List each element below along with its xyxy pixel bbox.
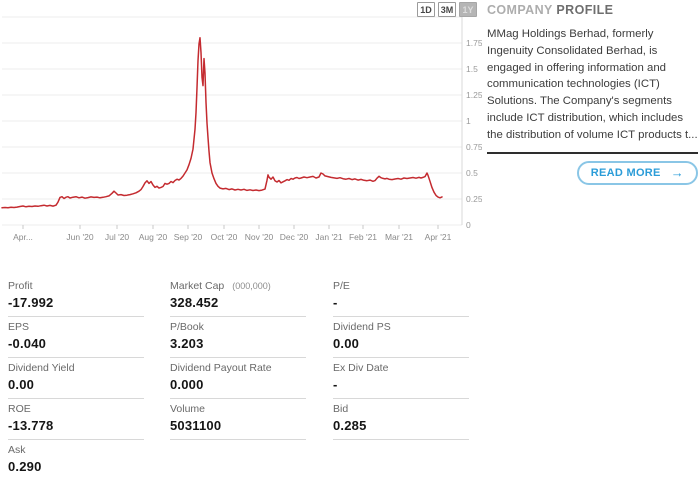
svg-text:Aug '20: Aug '20 bbox=[139, 232, 168, 242]
metric-ex-div-date: Ex Div Date - bbox=[333, 362, 493, 399]
svg-text:0: 0 bbox=[466, 220, 471, 230]
metric-ask: Ask 0.290 bbox=[8, 444, 168, 480]
company-profile-title: COMPANY PROFILE bbox=[487, 3, 698, 17]
metric-label: Dividend PS bbox=[333, 321, 391, 333]
metric-divider bbox=[8, 316, 144, 317]
svg-text:1.25: 1.25 bbox=[466, 90, 482, 100]
read-more-row: READ MORE → bbox=[487, 161, 698, 186]
metric-label: Market Cap (000,000) bbox=[170, 280, 271, 292]
svg-text:1: 1 bbox=[466, 116, 471, 126]
period-button-3m[interactable]: 3M bbox=[438, 2, 456, 17]
metric-value: -0.040 bbox=[8, 336, 47, 351]
metric-value: - bbox=[333, 377, 338, 392]
svg-text:1.5: 1.5 bbox=[466, 64, 478, 74]
metric-label: EPS bbox=[8, 321, 30, 333]
company-profile-text: MMag Holdings Berhad, formerly Ingenuity… bbox=[487, 28, 698, 141]
metric-eps: EPS -0.040 bbox=[8, 321, 168, 358]
read-more-button[interactable]: READ MORE → bbox=[576, 161, 698, 186]
metric-label: Ask bbox=[8, 444, 26, 456]
metric-divider bbox=[8, 398, 144, 399]
metric-divider bbox=[333, 316, 469, 317]
arrow-right-icon: → bbox=[670, 165, 684, 181]
price-chart[interactable]: 0 0.25 0.5 0.75 1 1.25 1.5 1.75 Apr... Jun '20 Jul… bbox=[0, 0, 482, 252]
metric-volume: Volume 5031100 bbox=[170, 403, 330, 440]
metric-value: -17.992 bbox=[8, 295, 54, 310]
svg-text:Apr...: Apr... bbox=[13, 232, 33, 242]
metric-value: 0.00 bbox=[8, 377, 35, 392]
svg-text:Apr '21: Apr '21 bbox=[425, 232, 452, 242]
metric-label: Dividend Yield bbox=[8, 362, 75, 374]
metric-value: 328.452 bbox=[170, 295, 219, 310]
company-profile-panel: COMPANY PROFILE MMag Holdings Berhad, fo… bbox=[487, 3, 698, 186]
metric-bid: Bid 0.285 bbox=[333, 403, 493, 440]
company-profile-title-bold: PROFILE bbox=[556, 3, 614, 17]
metric-divider bbox=[170, 316, 306, 317]
metric-divider bbox=[170, 439, 306, 440]
metric-divider bbox=[333, 439, 469, 440]
svg-text:Jun '20: Jun '20 bbox=[66, 232, 93, 242]
metric-divider bbox=[8, 357, 144, 358]
price-chart-panel: 1D 3M 1Y 0 0.25 0.5 0.75 1 1.25 1.5 1.75 Apr... Jun… bbox=[0, 0, 482, 252]
svg-text:Mar '21: Mar '21 bbox=[385, 232, 413, 242]
period-selector: 1D 3M 1Y bbox=[417, 2, 477, 17]
metric-dividend-payout-rate: Dividend Payout Rate 0.000 bbox=[170, 362, 330, 399]
svg-text:Sep '20: Sep '20 bbox=[174, 232, 203, 242]
metric-dividend-yield: Dividend Yield 0.00 bbox=[8, 362, 168, 399]
metric-dividend-ps: Dividend PS 0.00 bbox=[333, 321, 493, 358]
svg-text:Feb '21: Feb '21 bbox=[349, 232, 377, 242]
metric-value: 3.203 bbox=[170, 336, 204, 351]
metric-label: Ex Div Date bbox=[333, 362, 389, 374]
metric-value: 0.000 bbox=[170, 377, 204, 392]
read-more-label: READ MORE bbox=[590, 166, 661, 179]
metric-roe: ROE -13.778 bbox=[8, 403, 168, 440]
financial-metrics-grid: Profit -17.992 Market Cap (000,000) 328.452 P… bbox=[8, 280, 470, 480]
metric-label: P/E bbox=[333, 280, 350, 292]
metric-market-cap: Market Cap (000,000) 328.452 bbox=[170, 280, 330, 317]
metric-profit: Profit -17.992 bbox=[8, 280, 168, 317]
metric-divider bbox=[333, 398, 469, 399]
metric-label: Profit bbox=[8, 280, 33, 292]
metric-label: Volume bbox=[170, 403, 206, 415]
metric-value: 0.00 bbox=[333, 336, 360, 351]
period-button-1y[interactable]: 1Y bbox=[459, 2, 477, 17]
svg-text:0.25: 0.25 bbox=[466, 194, 482, 204]
profile-divider bbox=[487, 152, 698, 155]
metric-value: -13.778 bbox=[8, 418, 54, 433]
svg-text:Jan '21: Jan '21 bbox=[315, 232, 342, 242]
svg-text:Jul '20: Jul '20 bbox=[105, 232, 130, 242]
svg-text:0.5: 0.5 bbox=[466, 168, 478, 178]
metric-divider bbox=[333, 357, 469, 358]
metric-value: 0.290 bbox=[8, 459, 42, 474]
svg-text:Oct '20: Oct '20 bbox=[211, 232, 238, 242]
metric-value: 5031100 bbox=[170, 418, 222, 433]
metric-divider bbox=[170, 357, 306, 358]
svg-text:0.75: 0.75 bbox=[466, 142, 482, 152]
metric-p-e: P/E - bbox=[333, 280, 493, 317]
period-button-1d[interactable]: 1D bbox=[417, 2, 435, 17]
company-profile-title-light: COMPANY bbox=[487, 3, 553, 17]
metric-value: - bbox=[333, 295, 338, 310]
metric-divider bbox=[8, 439, 144, 440]
metric-label: Bid bbox=[333, 403, 349, 415]
metric-value: 0.285 bbox=[333, 418, 367, 433]
svg-text:Nov '20: Nov '20 bbox=[245, 232, 274, 242]
metric-label: ROE bbox=[8, 403, 31, 415]
svg-text:Dec '20: Dec '20 bbox=[280, 232, 309, 242]
metric-label: Dividend Payout Rate bbox=[170, 362, 272, 374]
metric-label-suffix: (000,000) bbox=[232, 281, 271, 291]
metric-label: P/Book bbox=[170, 321, 204, 333]
metric-divider bbox=[170, 398, 306, 399]
metric-p-book: P/Book 3.203 bbox=[170, 321, 330, 358]
svg-text:1.75: 1.75 bbox=[466, 38, 482, 48]
